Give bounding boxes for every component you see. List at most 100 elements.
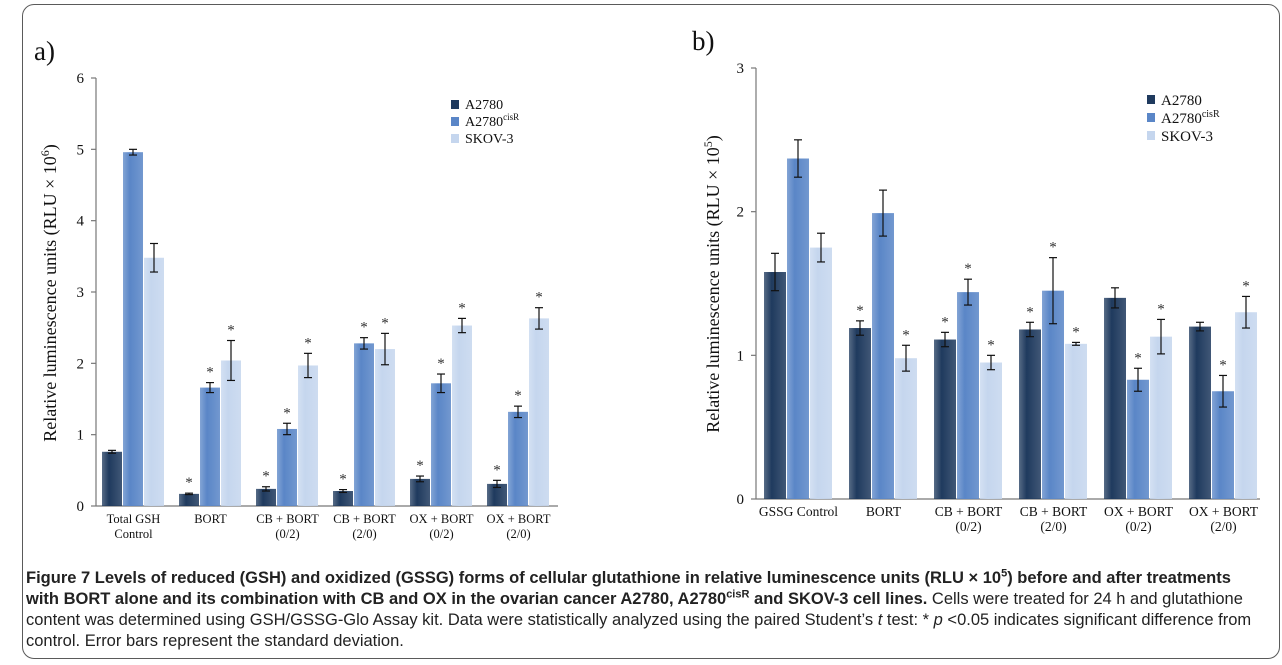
b-significance-asterisk: * xyxy=(1049,240,1057,256)
b-category-label: OX + BORT xyxy=(1189,504,1259,519)
figure-frame xyxy=(22,4,1280,659)
a-bar-a2780 xyxy=(179,493,199,506)
panel-a-chart: a) Relative luminescence units (RLU × 10… xyxy=(34,36,558,541)
a-bar-a2780 xyxy=(410,478,430,506)
b-significance-asterisk: * xyxy=(1072,324,1080,340)
panel-a-legend-swatch-skov3 xyxy=(451,134,459,143)
panel-a-label: a) xyxy=(34,36,55,66)
b-bar-a2780cisr xyxy=(787,158,809,499)
a-bar-skov3 xyxy=(375,349,395,506)
b-bar-a2780 xyxy=(764,272,786,499)
b-bar-a2780 xyxy=(849,328,871,499)
panel-a-legend-swatch-a2780cisr xyxy=(451,117,459,126)
panel-b-legend-a2780cisr: A2780cisR xyxy=(1161,109,1220,127)
panel-b-legend-swatch-a2780cisr xyxy=(1147,113,1155,122)
a-bar-skov3 xyxy=(298,365,318,506)
b-category-label: (0/2) xyxy=(1125,519,1151,534)
panel-b-label: b) xyxy=(692,26,715,56)
b-significance-asterisk: * xyxy=(964,261,972,277)
a-ytick-label: 6 xyxy=(77,71,85,87)
panel-a-legend: A2780 A2780cisR SKOV-3 xyxy=(451,98,519,147)
b-significance-asterisk: * xyxy=(1026,304,1034,320)
b-bar-a2780cisr xyxy=(1127,379,1149,499)
b-ytick-label: 1 xyxy=(737,348,745,364)
a-significance-asterisk: * xyxy=(493,462,501,478)
panel-b-legend-swatch-skov3 xyxy=(1147,131,1155,140)
figure-caption: Figure 7 Levels of reduced (GSH) and oxi… xyxy=(26,568,1266,652)
a-bar-skov3 xyxy=(221,360,241,506)
b-category-label: (2/0) xyxy=(1210,519,1236,534)
a-category-label: (0/2) xyxy=(429,527,453,541)
a-bar-a2780 xyxy=(102,451,122,506)
b-category-label: CB + BORT xyxy=(935,504,1003,519)
b-significance-asterisk: * xyxy=(1242,278,1250,294)
a-significance-asterisk: * xyxy=(185,475,193,491)
a-ytick-label: 3 xyxy=(77,285,85,301)
a-bar-a2780cisr xyxy=(508,411,528,506)
panel-a-legend-a2780: A2780 xyxy=(465,98,503,113)
panel-b-legend-skov3: SKOV-3 xyxy=(1161,129,1213,145)
a-significance-asterisk: * xyxy=(360,320,368,336)
b-significance-asterisk: * xyxy=(1219,357,1227,373)
a-ytick-label: 0 xyxy=(77,499,85,515)
b-bar-a2780 xyxy=(1019,329,1041,499)
a-bar-a2780 xyxy=(256,488,276,506)
a-category-label: BORT xyxy=(194,512,227,526)
panel-a-legend-skov3: SKOV-3 xyxy=(465,132,514,147)
b-significance-asterisk: * xyxy=(1157,301,1165,317)
a-category-label: Control xyxy=(114,527,153,541)
a-significance-asterisk: * xyxy=(227,323,235,339)
b-significance-asterisk: * xyxy=(941,314,949,330)
b-ytick-label: 3 xyxy=(737,61,745,77)
panel-a-legend-swatch-a2780 xyxy=(451,100,459,109)
b-significance-asterisk: * xyxy=(987,337,995,353)
a-bar-a2780 xyxy=(333,491,353,506)
b-category-label: BORT xyxy=(866,504,902,519)
a-bar-a2780cisr xyxy=(277,428,297,506)
a-bar-skov3 xyxy=(452,325,472,506)
panel-b-legend-a2780: A2780 xyxy=(1161,93,1202,109)
b-bar-a2780 xyxy=(934,339,956,499)
a-significance-asterisk: * xyxy=(535,290,543,306)
b-category-label: OX + BORT xyxy=(1104,504,1174,519)
a-category-label: (2/0) xyxy=(506,527,530,541)
a-ytick-label: 2 xyxy=(77,356,85,372)
panel-b-y-axis-label: Relative luminescence units (RLU × 105) xyxy=(701,135,724,433)
a-significance-asterisk: * xyxy=(339,472,347,488)
a-significance-asterisk: * xyxy=(262,469,270,485)
a-category-label: OX + BORT xyxy=(410,512,474,526)
b-bar-a2780cisr xyxy=(1212,391,1234,499)
b-significance-asterisk: * xyxy=(856,303,864,319)
panel-b-chart: b) Relative luminescence units (RLU × 10… xyxy=(692,26,1260,534)
a-ytick-label: 1 xyxy=(77,428,85,444)
a-category-label: CB + BORT xyxy=(256,512,319,526)
b-bar-skov3 xyxy=(980,362,1002,499)
a-significance-asterisk: * xyxy=(206,365,214,381)
a-bar-a2780cisr xyxy=(123,152,143,507)
b-bar-skov3 xyxy=(810,247,832,499)
b-bar-a2780cisr xyxy=(1042,290,1064,499)
a-category-label: OX + BORT xyxy=(487,512,551,526)
caption-body: Cells were treated for 24 h and glutathi… xyxy=(26,590,1252,650)
b-significance-asterisk: * xyxy=(902,327,910,343)
b-ytick-label: 2 xyxy=(737,205,745,221)
caption-title: Figure 7 Levels of reduced (GSH) and oxi… xyxy=(26,567,1231,608)
a-bar-a2780cisr xyxy=(431,383,451,506)
b-bar-skov3 xyxy=(1235,312,1257,499)
panel-b-legend-swatch-a2780 xyxy=(1147,95,1155,104)
a-significance-asterisk: * xyxy=(304,335,312,351)
a-significance-asterisk: * xyxy=(416,458,424,474)
a-bar-skov3 xyxy=(529,318,549,506)
a-significance-asterisk: * xyxy=(437,356,445,372)
panel-b-legend: A2780 A2780cisR SKOV-3 xyxy=(1147,93,1220,145)
b-category-label: GSSG Control xyxy=(759,504,838,519)
a-significance-asterisk: * xyxy=(381,315,389,331)
b-bar-skov3 xyxy=(895,358,917,499)
a-category-label: CB + BORT xyxy=(333,512,396,526)
b-bar-a2780cisr xyxy=(872,213,894,499)
panel-a-legend-a2780cisr: A2780cisR xyxy=(465,112,519,130)
b-bar-skov3 xyxy=(1150,336,1172,499)
b-bar-a2780cisr xyxy=(957,292,979,499)
a-bar-a2780 xyxy=(487,483,507,506)
